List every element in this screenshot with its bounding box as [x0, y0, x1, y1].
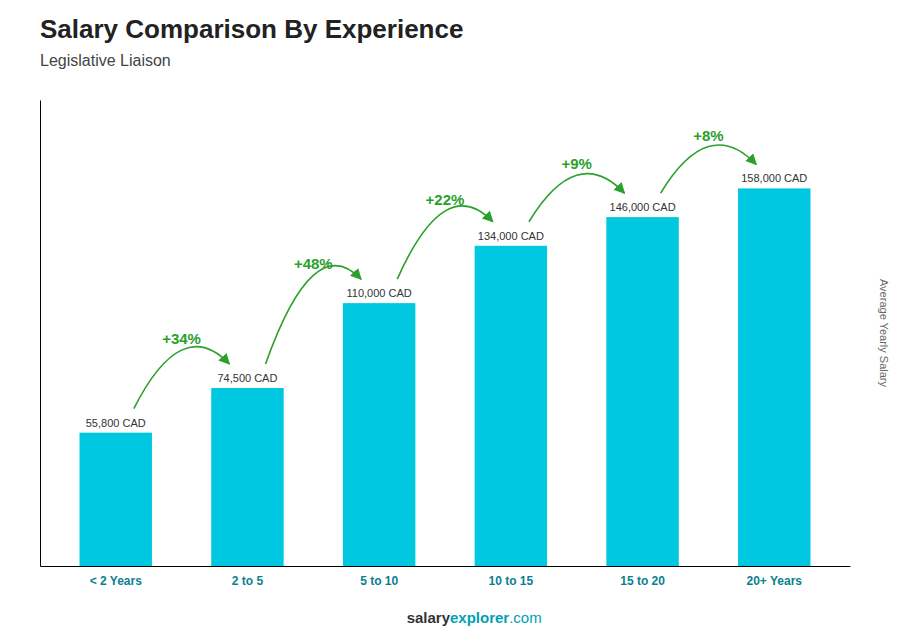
value-label: 134,000 CAD: [478, 230, 544, 242]
x-axis: < 2 Years 2 to 5 5 to 10 10 to 15 15 to 20 20…: [41, 567, 851, 588]
value-label: 110,000 CAD: [347, 287, 412, 299]
annotation: +22%: [426, 191, 465, 208]
value-label: 146,000 CAD: [610, 201, 676, 213]
plot: < 2 Years 2 to 5 5 to 10 10 to 15 15 to 20 20…: [41, 101, 851, 588]
x-tick: 2 to 5: [232, 574, 264, 588]
annotations: +34% +48% +22% +9% +8%: [134, 127, 756, 409]
value-label: 55,800 CAD: [86, 417, 146, 429]
value-label: 158,000 CAD: [741, 172, 807, 184]
chart: Salary Comparison By Experience Legislati…: [0, 0, 900, 641]
annotation: +9%: [561, 155, 591, 172]
x-tick-label: 10 to 15: [489, 574, 534, 588]
footer: explorer: [450, 609, 509, 626]
footer: .com: [509, 609, 542, 626]
footer: salary: [407, 609, 451, 626]
annotation: +48%: [294, 255, 333, 272]
arrow: [134, 347, 229, 409]
x-tick: 20+ Years: [747, 574, 803, 588]
annotation: +34%: [162, 330, 201, 347]
x-tick-label: 5 to 10: [360, 574, 398, 588]
x-tick: 5 to 10: [360, 574, 398, 588]
arrow: [266, 266, 361, 364]
y-axis-line: [40, 101, 41, 567]
bar: [606, 217, 678, 566]
x-tick-label: 15 to 20: [620, 574, 665, 588]
x-tick-label: 20+ Years: [747, 574, 803, 588]
bars: [80, 188, 811, 566]
bar: [211, 388, 283, 566]
x-tick: 15 to 20: [620, 574, 665, 588]
x-tick-label: < 2 Years: [90, 574, 142, 588]
x-axis-line: [41, 566, 851, 567]
x-tick: 10 to 15: [489, 574, 534, 588]
y-axis: [40, 101, 41, 567]
value-label: 74,500 CAD: [217, 372, 277, 384]
bar: [475, 246, 547, 566]
arrow: [529, 174, 624, 222]
arrow: [397, 206, 492, 279]
bar: [738, 188, 810, 566]
bar: [80, 433, 152, 566]
title: Salary Comparison By Experience: [40, 14, 463, 44]
bar: [343, 303, 415, 566]
subtitle: Legislative Liaison: [40, 52, 171, 69]
annotation: +8%: [693, 127, 723, 144]
arrow: [661, 145, 756, 193]
x-tick-label: 2 to 5: [232, 574, 264, 588]
x-tick: < 2 Years: [90, 574, 142, 588]
value-labels: 55,800 CAD 74,500 CAD 110,000 CAD 134,000 C…: [86, 172, 808, 428]
y-label: Average Yearly Salary: [878, 279, 890, 388]
